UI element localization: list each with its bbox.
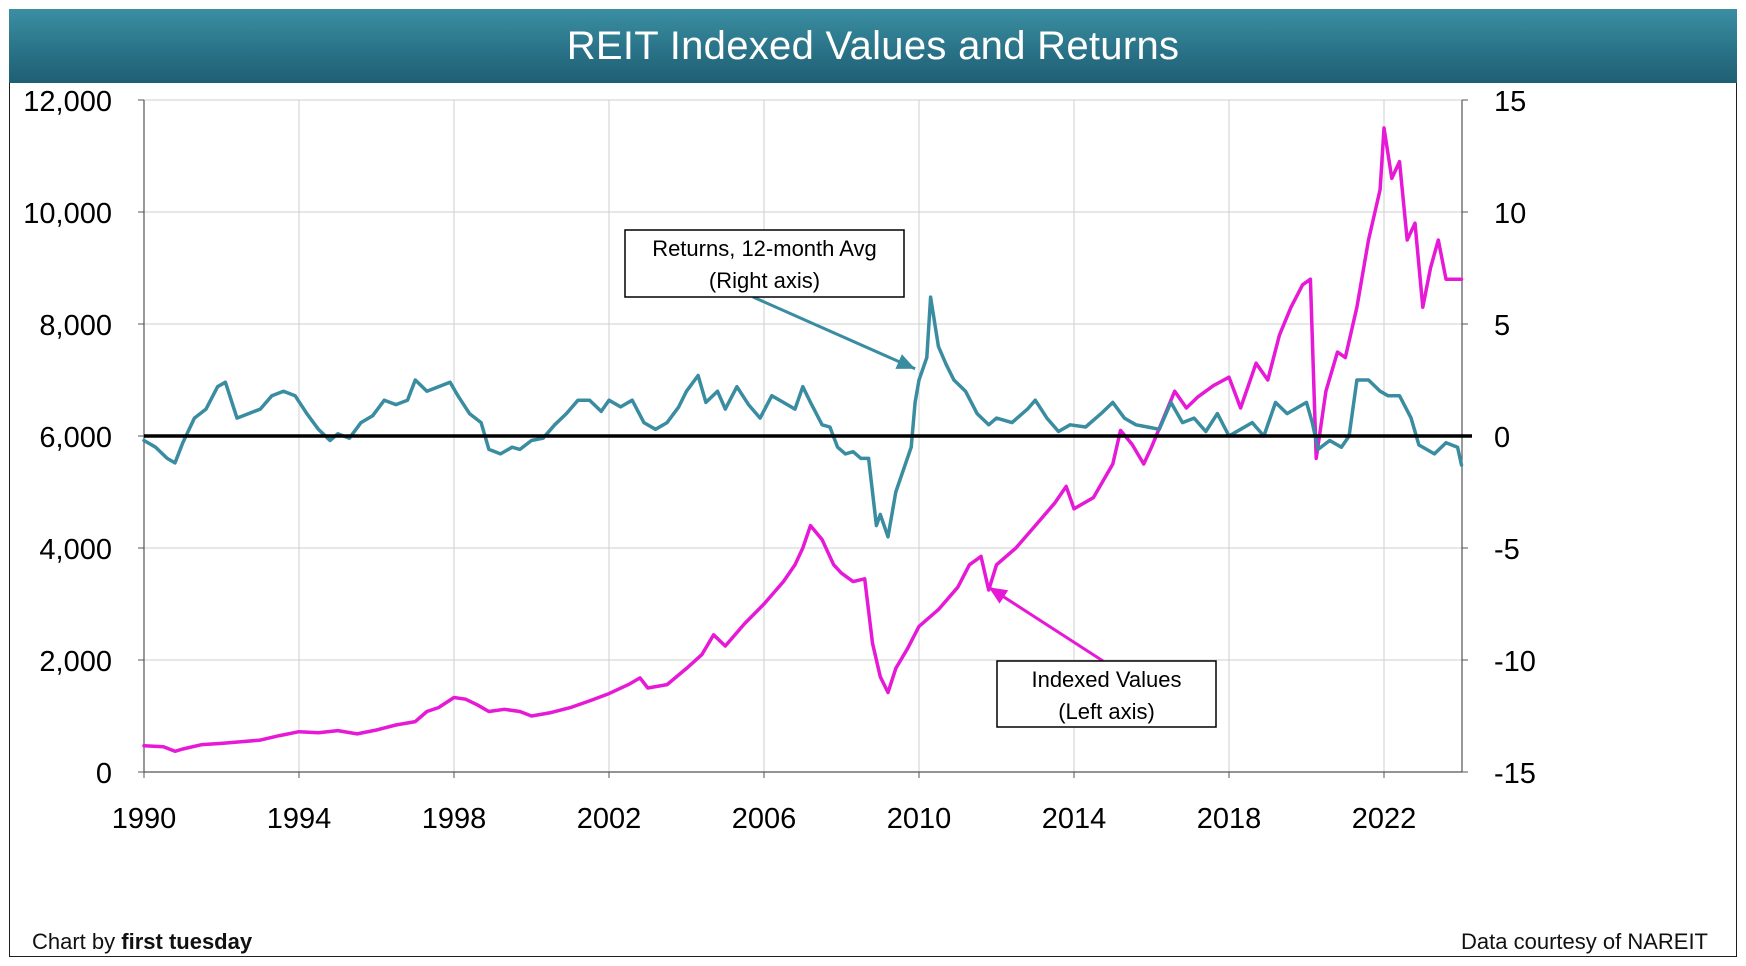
annotation-box <box>996 660 1217 728</box>
left-axis-tick-label: 10,000 <box>23 198 112 230</box>
right-axis-ticks: -15 -10 -5 0 5 10 15 <box>1462 86 1536 790</box>
right-axis-tick-label: 5 <box>1494 310 1510 342</box>
x-axis-ticks: 1990 1994 1998 2002 2006 2010 2014 2018 2022 <box>112 772 1417 835</box>
chart-title: REIT Indexed Values and Returns <box>566 23 1180 68</box>
right-axis-tick-label: -5 <box>1494 534 1520 566</box>
right-axis-tick-label: 15 <box>1494 86 1526 118</box>
annotation-arrow-line <box>752 295 916 371</box>
title-bar: REIT Indexed Values and Returns <box>9 9 1737 83</box>
left-axis-tick-label: 6,000 <box>39 422 112 454</box>
annotations: Returns, 12-month Avg (Right axis) Indexed… <box>624 229 1217 728</box>
annotation-label: Returns, 12-month Avg <box>652 236 877 261</box>
annotation-label: Indexed Values <box>1031 667 1181 692</box>
x-axis-tick-label: 2006 <box>732 803 797 835</box>
chart-credit: Chart by first tuesday <box>32 929 252 955</box>
annotation-label: (Right axis) <box>709 268 820 293</box>
annotation-box <box>624 229 905 298</box>
left-axis-ticks: 0 2,000 4,000 6,000 8,000 10,000 12,000 <box>23 86 144 790</box>
x-axis-tick-label: 1994 <box>267 803 332 835</box>
annotation-arrow-line <box>987 585 1104 663</box>
right-axis-tick-label: 0 <box>1494 422 1510 454</box>
left-axis-tick-label: 8,000 <box>39 310 112 342</box>
data-source: Data courtesy of NAREIT <box>1461 929 1708 954</box>
series-lines <box>142 126 1464 754</box>
x-axis-tick-label: 2022 <box>1352 803 1417 835</box>
credit-brand: first tuesday <box>121 929 253 954</box>
x-axis-tick-label: 2018 <box>1197 803 1262 835</box>
left-axis-tick-label: 0 <box>96 758 112 790</box>
left-axis-tick-label: 2,000 <box>39 646 112 678</box>
right-axis-tick-label: -15 <box>1494 758 1536 790</box>
x-axis-tick-label: 1998 <box>422 803 487 835</box>
indexed-values-line <box>142 126 1464 754</box>
x-axis-tick-label: 1990 <box>112 803 177 835</box>
credit-prefix: Chart by <box>32 929 122 954</box>
x-axis-tick-label: 2014 <box>1042 803 1107 835</box>
annotation-label: (Left axis) <box>1058 699 1155 724</box>
right-axis-tick-label: 10 <box>1494 198 1526 230</box>
returns-line <box>142 295 1464 539</box>
x-axis-tick-label: 2010 <box>887 803 952 835</box>
annotation-arrowhead <box>988 587 1009 604</box>
annotation-arrowhead <box>895 354 916 369</box>
left-axis-tick-label: 12,000 <box>23 86 112 118</box>
left-axis-tick-label: 4,000 <box>39 534 112 566</box>
right-axis-tick-label: -10 <box>1494 646 1536 678</box>
x-axis-tick-label: 2002 <box>577 803 642 835</box>
